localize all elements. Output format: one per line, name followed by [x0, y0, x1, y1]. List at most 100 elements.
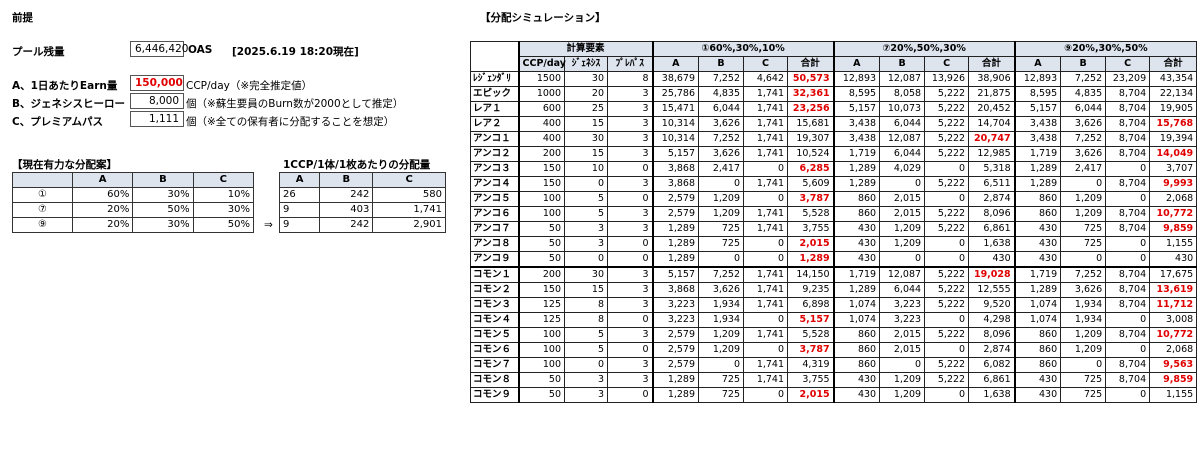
sim-cell: 0 [698, 251, 745, 268]
pool-unit: OAS [188, 44, 213, 56]
alloc-title: 【現在有力な分配案】 [12, 159, 117, 171]
sim-cell: 5,222 [924, 327, 970, 343]
sim-cell: 10,073 [879, 101, 926, 117]
sim-cell: 10,772 [1149, 327, 1198, 343]
sim-cell: 3,868 [651, 161, 700, 177]
sim-cell: 1,934 [698, 297, 745, 313]
sim-cell: 0 [924, 251, 970, 268]
table-row: コモン３ 125 8 3 3,223 1,934 1,741 6,898 1,074 3,223 5… [470, 297, 1198, 313]
sim-cell: 6,082 [968, 357, 1016, 373]
sim-cell: 1,289 [787, 251, 835, 268]
table-row: 9 403 1,741 [278, 202, 446, 218]
alloc-header-row: A B C [12, 172, 255, 188]
sim-cell: 0 [1105, 161, 1151, 177]
sim-cell: 6,044 [698, 101, 745, 117]
table-row: ⑦ 20% 50% 30% [12, 202, 255, 218]
sim-cell: 7,252 [698, 71, 745, 87]
sim-cell: 1,289 [1013, 176, 1062, 192]
sim-cell: 1,934 [1060, 312, 1107, 328]
sim-cell: 860 [1013, 327, 1062, 343]
sim-cell: 50 [517, 372, 565, 388]
param-label-c: C、プレミアムパス [12, 116, 103, 128]
table-row: アンコ１ 400 30 3 10,314 7,252 1,741 19,307 3,438 12,… [470, 131, 1198, 147]
per-cell: 242 [319, 217, 374, 233]
sim-cell: 0 [924, 387, 970, 403]
sim-cell: 0 [743, 191, 789, 207]
sim-cell: 8,704 [1105, 101, 1151, 117]
sim-cell: 21,875 [968, 86, 1016, 102]
sim-cell: 1,074 [832, 297, 881, 313]
sim-cell: 2,068 [1149, 342, 1198, 358]
sim-cell: 3,223 [879, 312, 926, 328]
table-row: コモン１ 200 30 3 5,157 7,252 1,741 14,150 1,719 12,0… [470, 266, 1198, 283]
sim-cell: 1,741 [743, 282, 789, 298]
sim-cell: 0 [924, 161, 970, 177]
row-name: エピック [470, 86, 519, 102]
sim-cell: 0 [1105, 387, 1151, 403]
sim-cell: 3,626 [698, 146, 745, 162]
sim-cell: 5 [564, 342, 608, 358]
group-header: ⑦20%,50%,30% [832, 41, 1016, 57]
sim-cell: 860 [832, 357, 881, 373]
sub-header: ｼﾞｪﾈｼｽ [564, 56, 608, 72]
sim-cell: 8,704 [1105, 146, 1151, 162]
sim-cell: 6,898 [787, 297, 835, 313]
sim-cell: 5,318 [968, 161, 1016, 177]
sim-cell: 11,712 [1149, 297, 1198, 313]
sim-cell: 1,289 [1013, 282, 1062, 298]
row-name: アンコ４ [470, 176, 519, 192]
sim-cell: 430 [832, 236, 881, 252]
sim-cell: 0 [698, 176, 745, 192]
table-row: コモン５ 100 5 3 2,579 1,209 1,741 5,528 860 2,015 5,2… [470, 327, 1198, 343]
sub-header: C [924, 56, 970, 72]
sim-cell: 860 [832, 342, 881, 358]
sim-cell: 7,252 [1060, 266, 1107, 283]
sim-cell: 1,741 [743, 372, 789, 388]
sim-cell: 3 [606, 357, 654, 373]
alloc-header: B [132, 172, 194, 188]
sim-cell: 2,579 [651, 206, 700, 222]
sim-cell: 3,868 [651, 176, 700, 192]
sim-cell: 8 [564, 297, 608, 313]
sim-cell: 3,868 [651, 282, 700, 298]
sim-cell: 1,289 [651, 221, 700, 237]
sim-cell: 0 [743, 312, 789, 328]
sim-cell: 15 [564, 116, 608, 132]
sim-cell: 8,704 [1105, 282, 1151, 298]
sim-cell: 1,074 [832, 312, 881, 328]
row-name: コモン３ [470, 297, 519, 313]
sim-cell: 1,289 [832, 282, 881, 298]
alloc-table: A B C ① 60% 30% 10% ⑦ 20% 50% 30% ⑨ 20% … [12, 172, 255, 233]
sim-cell: 3 [606, 131, 654, 147]
sim-cell: 19,307 [787, 131, 835, 147]
sim-cell: 9,859 [1149, 372, 1198, 388]
arrow-icon: ⇒ [264, 219, 273, 231]
sim-cell: 12,087 [879, 131, 926, 147]
sim-cell: 0 [879, 176, 926, 192]
sim-cell: 38,679 [651, 71, 700, 87]
sub-header: B [1060, 56, 1107, 72]
group-header-row: 計算要素 ①60%,30%,10% ⑦20%,50%,30% ⑨20%,30%,… [470, 41, 1198, 57]
sim-cell: 0 [698, 357, 745, 373]
sim-cell: 725 [698, 372, 745, 388]
row-name: コモン５ [470, 327, 519, 343]
per-cell: 1,741 [372, 202, 446, 218]
sim-cell: 1,638 [968, 236, 1016, 252]
per-cell: 26 [278, 187, 321, 203]
sim-cell: 1,741 [743, 86, 789, 102]
sim-cell: 1,289 [1013, 161, 1062, 177]
sim-cell: 1,934 [698, 312, 745, 328]
sub-header: ﾌﾟﾚﾊﾟｽ [606, 56, 654, 72]
sim-cell: 8,704 [1105, 206, 1151, 222]
sim-cell: 14,150 [787, 266, 835, 283]
table-row: ① 60% 30% 10% [12, 187, 255, 203]
sim-cell: 8 [606, 71, 654, 87]
sim-cell: 5,528 [787, 327, 835, 343]
sim-cell: 5,222 [924, 266, 970, 283]
sim-cell: 150 [517, 282, 565, 298]
sub-header: 合計 [1149, 56, 1198, 72]
sim-cell: 1,209 [698, 191, 745, 207]
sim-cell: 3 [606, 101, 654, 117]
per-header: C [372, 172, 446, 188]
sim-cell: 1000 [517, 86, 565, 102]
